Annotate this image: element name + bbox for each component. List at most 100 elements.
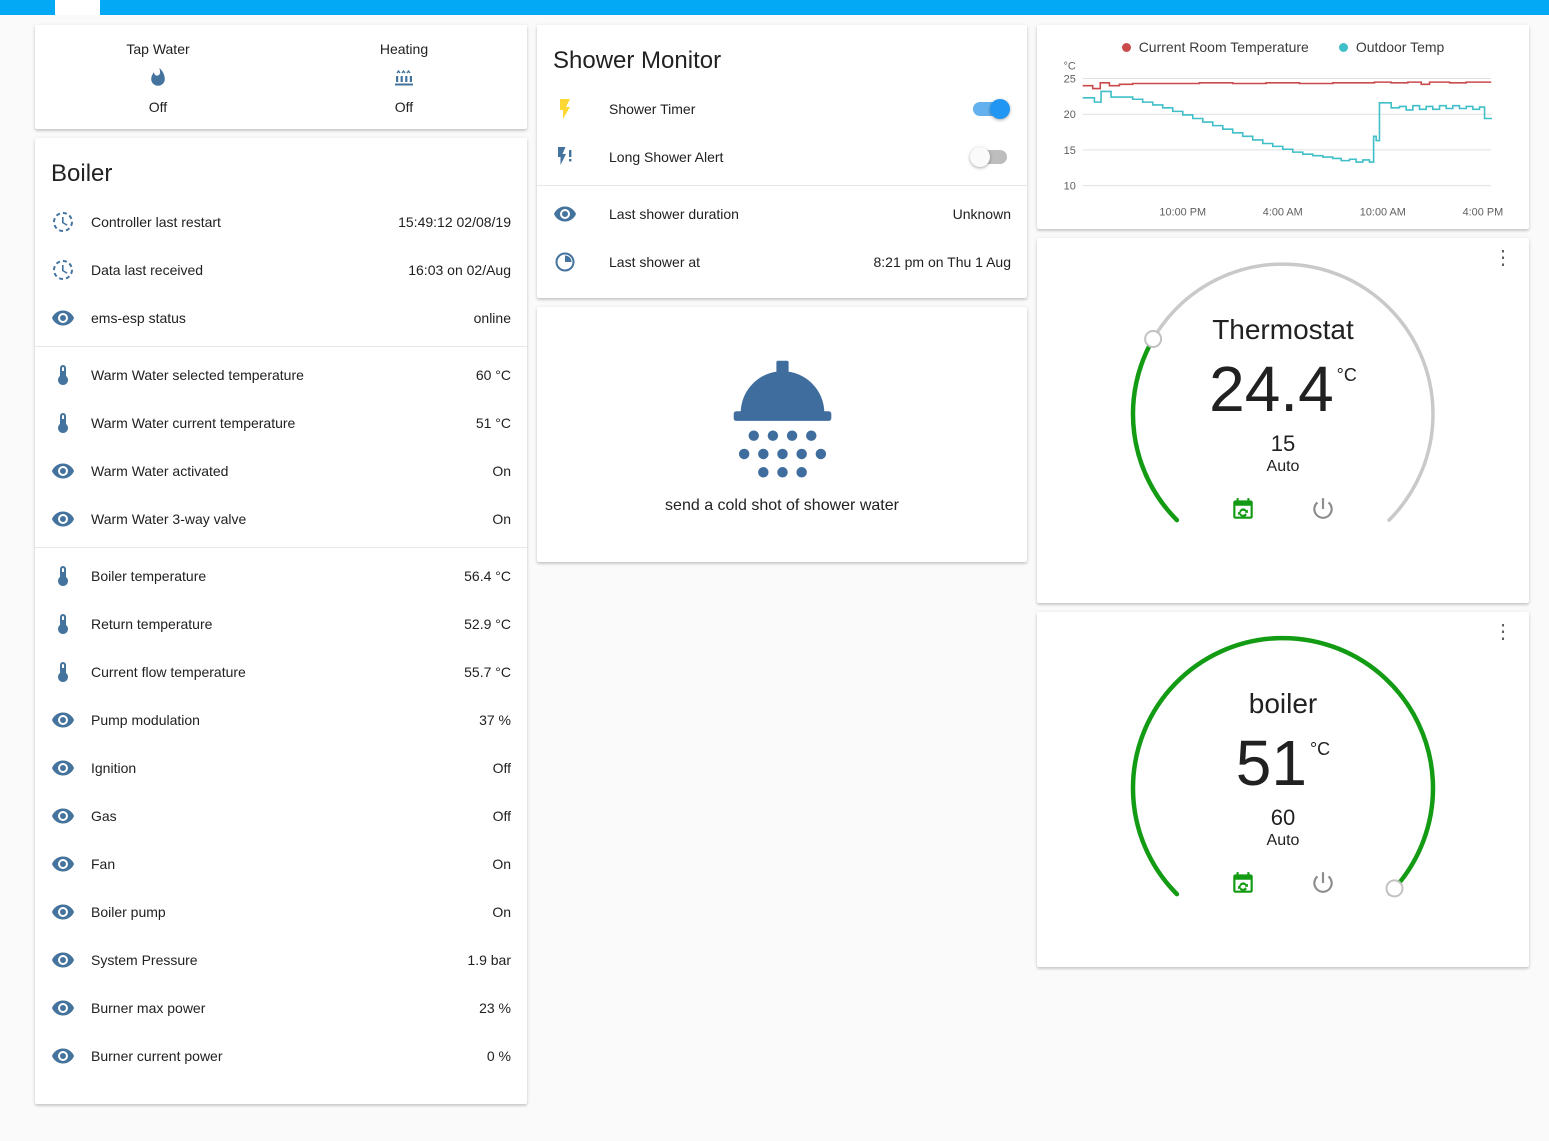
temperature-unit: °C — [1309, 739, 1331, 759]
entity-row[interactable]: Boiler temperature 56.4 °C — [35, 552, 527, 600]
entity-value: online — [473, 310, 511, 326]
entity-value: 15:49:12 02/08/19 — [398, 214, 511, 230]
entity-row[interactable]: Boiler pump On — [35, 888, 527, 936]
entity-name: Data last received — [91, 262, 204, 278]
svg-text:4:00 AM: 4:00 AM — [1263, 206, 1303, 218]
eye-icon — [51, 708, 75, 732]
middle-column: Shower Monitor Shower Timer Long Shower … — [537, 25, 1027, 562]
entity-value: On — [492, 511, 511, 527]
entity-value: 52.9 °C — [464, 616, 511, 632]
entity-value: 23 % — [479, 1000, 511, 1016]
thermostat-gauge-svg[interactable] — [1111, 252, 1455, 582]
flash-icon — [553, 97, 577, 121]
entity-name: Warm Water selected temperature — [91, 367, 304, 383]
boiler-gauge-svg[interactable] — [1111, 626, 1455, 956]
gauge-handle[interactable] — [1385, 879, 1404, 898]
glance-card: Tap Water Off Heating Off — [35, 25, 527, 129]
entity-row[interactable]: Warm Water activated On — [35, 447, 527, 495]
power-icon[interactable] — [1310, 496, 1336, 522]
entity-value: 0 % — [486, 1048, 511, 1064]
entity-row[interactable]: Controller last restart 15:49:12 02/08/19 — [35, 198, 527, 246]
shower-monitor-card: Shower Monitor Shower Timer Long Shower … — [537, 25, 1027, 298]
mode-buttons — [1230, 496, 1336, 522]
entity-name: Warm Water 3-way valve — [91, 511, 247, 527]
long-shower-alert-toggle[interactable] — [970, 147, 1007, 167]
current-temperature: 51 °C — [1235, 727, 1331, 799]
entity-row[interactable]: Warm Water current temperature 51 °C — [35, 399, 527, 447]
thermostat-gauge: Thermostat 24.4 °C 15 Auto — [1111, 252, 1455, 582]
shower-timer-toggle[interactable] — [973, 99, 1010, 119]
list-divider — [35, 547, 527, 548]
entity-row-last-shower-at[interactable]: Last shower at 8:21 pm on Thu 1 Aug — [537, 238, 1027, 286]
glance-state: Off — [148, 99, 168, 115]
entity-name: Ignition — [91, 760, 137, 776]
app-header — [0, 0, 1549, 15]
gauge-handle[interactable] — [1144, 330, 1163, 348]
svg-text:10: 10 — [1064, 181, 1076, 193]
boiler-gauge-content: boiler 51 °C 60 Auto — [1111, 626, 1455, 956]
calendar-sync-icon[interactable] — [1230, 496, 1256, 522]
entity-row[interactable]: Data last received 16:03 on 02/Aug — [35, 246, 527, 294]
mode-buttons — [1230, 870, 1336, 896]
toggle-label: Long Shower Alert — [609, 149, 724, 165]
progress-clock-icon — [51, 210, 75, 234]
eye-icon — [51, 507, 75, 531]
entity-value: 8:21 pm on Thu 1 Aug — [873, 254, 1011, 270]
entity-row[interactable]: Return temperature 52.9 °C — [35, 600, 527, 648]
dots-vertical-icon[interactable]: ⋮ — [1493, 247, 1513, 269]
thermometer-icon — [51, 363, 75, 387]
history-chart-card: Current Room Temperature Outdoor Temp 10 1… — [1037, 25, 1529, 229]
entity-row[interactable]: Current flow temperature 55.7 °C — [35, 648, 527, 696]
clock-icon — [553, 250, 577, 274]
svg-text:10:00 AM: 10:00 AM — [1360, 206, 1406, 218]
flash-alert-icon — [553, 145, 577, 169]
entity-row[interactable]: Burner max power 23 % — [35, 984, 527, 1032]
glance-item-heating[interactable]: Heating Off — [281, 41, 527, 115]
gauge-title: Thermostat — [1212, 314, 1354, 345]
entity-row[interactable]: Warm Water 3-way valve On — [35, 495, 527, 543]
glance-item-tap-water[interactable]: Tap Water Off — [35, 41, 281, 115]
entity-row[interactable]: Burner current power 0 % — [35, 1032, 527, 1080]
entity-value: 1.9 bar — [467, 952, 511, 968]
boiler-gauge: boiler 51 °C 60 Auto — [1111, 626, 1455, 956]
entity-row[interactable]: Warm Water selected temperature 60 °C — [35, 351, 527, 399]
boiler-card: Boiler Controller last restart 15:49:12 0… — [35, 138, 527, 1104]
gauge-title: boiler — [1248, 688, 1318, 719]
legend-item: Outdoor Temp — [1338, 39, 1444, 55]
chart-legend: Current Room Temperature Outdoor Temp — [1049, 39, 1517, 55]
thermostat-card: ⋮ Thermostat 24.4 °C 15 Auto — [1037, 238, 1529, 603]
entity-row[interactable]: Gas Off — [35, 792, 527, 840]
glance-state: Off — [394, 99, 414, 115]
legend-item: Current Room Temperature — [1121, 39, 1309, 55]
svg-text:20: 20 — [1064, 109, 1076, 121]
shower-action-label[interactable]: send a cold shot of shower water — [665, 496, 899, 514]
entity-row[interactable]: Ignition Off — [35, 744, 527, 792]
entity-row-last-shower-duration[interactable]: Last shower duration Unknown — [537, 190, 1027, 238]
entity-row[interactable]: Fan On — [35, 840, 527, 888]
svg-text:15: 15 — [1064, 145, 1076, 157]
power-icon[interactable] — [1310, 870, 1336, 896]
entity-value: On — [492, 856, 511, 872]
thermometer-icon — [51, 660, 75, 684]
entity-name: Pump modulation — [91, 712, 200, 728]
entity-row[interactable]: System Pressure 1.9 bar — [35, 936, 527, 984]
calendar-sync-icon[interactable] — [1230, 870, 1256, 896]
list-divider — [35, 346, 527, 347]
temperature-unit: °C — [1336, 365, 1357, 385]
eye-icon — [51, 900, 75, 924]
dots-vertical-icon[interactable]: ⋮ — [1493, 621, 1513, 643]
entity-value: 37 % — [479, 712, 511, 728]
shower-head-icon[interactable] — [730, 359, 835, 481]
history-chart-svg: 10 15 20 25°C 10:00 PM 4:00 AM 10:00 AM 4:00 PM — [1064, 61, 1504, 219]
list-divider — [537, 185, 1027, 186]
entity-row[interactable]: Pump modulation 37 % — [35, 696, 527, 744]
eye-icon — [51, 459, 75, 483]
entity-row[interactable]: ems-esp status online — [35, 294, 527, 342]
entity-value: On — [492, 904, 511, 920]
left-column: Tap Water Off Heating Off Boiler Control… — [35, 25, 527, 1104]
target-temperature: 15 — [1270, 431, 1296, 457]
legend-dot — [1338, 42, 1348, 52]
svg-text:4:00 PM: 4:00 PM — [1463, 206, 1504, 218]
shower-action-card: send a cold shot of shower water — [537, 307, 1027, 562]
glance-label: Tap Water — [126, 41, 190, 57]
